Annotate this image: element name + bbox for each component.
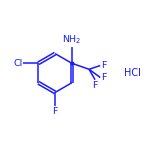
Text: F: F bbox=[92, 81, 98, 90]
Text: F: F bbox=[101, 61, 106, 70]
Text: HCl: HCl bbox=[124, 68, 141, 78]
Text: Cl: Cl bbox=[13, 59, 23, 68]
Text: F: F bbox=[52, 107, 58, 116]
Text: NH$_2$: NH$_2$ bbox=[62, 34, 82, 46]
Text: F: F bbox=[101, 73, 106, 82]
